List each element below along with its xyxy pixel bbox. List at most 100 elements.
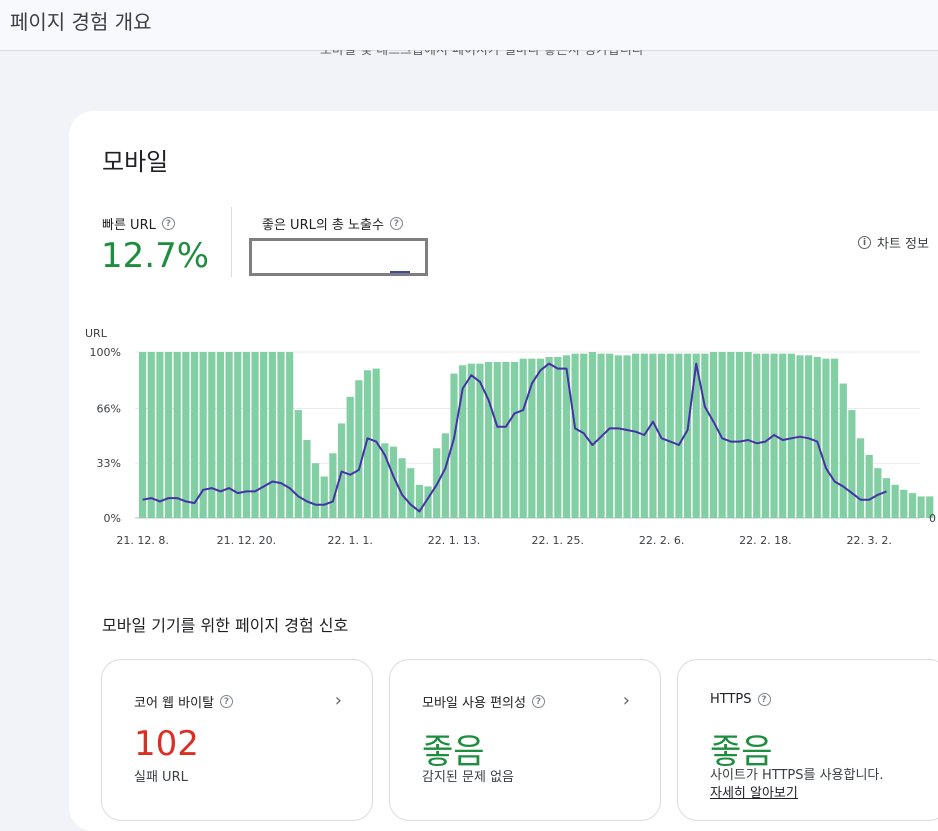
bar[interactable]	[294, 410, 302, 518]
bar[interactable]	[190, 352, 199, 518]
x-tick-label: 22. 1. 1.	[327, 534, 372, 547]
bar[interactable]	[562, 355, 571, 518]
bar[interactable]	[234, 352, 242, 518]
mobile-usability-card[interactable]: 모바일 사용 편의성 ? › 좋음 감지된 문제 없음	[389, 659, 661, 821]
bar[interactable]	[355, 380, 363, 518]
bar[interactable]	[381, 443, 389, 518]
bar[interactable]	[822, 358, 830, 518]
impressions-metric[interactable]: 좋은 URL의 총 노출수 ?	[262, 214, 403, 233]
bar[interactable]	[242, 352, 250, 518]
bar[interactable]	[363, 370, 372, 518]
bar[interactable]	[545, 356, 553, 518]
learn-more-link[interactable]: 자세히 알아보기	[710, 786, 798, 801]
bar[interactable]	[658, 353, 666, 518]
bar[interactable]	[407, 468, 415, 518]
bar[interactable]	[805, 355, 813, 518]
bar[interactable]	[813, 356, 821, 518]
bar[interactable]	[917, 496, 925, 518]
bar[interactable]	[320, 476, 328, 519]
bar[interactable]	[865, 454, 873, 518]
bar[interactable]	[467, 363, 475, 518]
bar[interactable]	[199, 352, 207, 518]
bar[interactable]	[329, 453, 337, 518]
bar[interactable]	[536, 358, 545, 518]
bar[interactable]	[277, 352, 285, 518]
bar[interactable]	[139, 352, 147, 518]
bar[interactable]	[701, 353, 709, 518]
bar[interactable]	[268, 352, 276, 518]
bar[interactable]	[709, 352, 718, 518]
bar[interactable]	[208, 352, 216, 518]
bar[interactable]	[787, 353, 795, 518]
bar[interactable]	[891, 484, 899, 518]
bar[interactable]	[571, 353, 579, 518]
bar[interactable]	[588, 352, 596, 518]
bar[interactable]	[519, 358, 527, 518]
bar[interactable]	[926, 496, 934, 518]
bar[interactable]	[623, 355, 631, 518]
bar[interactable]	[735, 352, 744, 518]
bar[interactable]	[510, 361, 519, 518]
bar[interactable]	[260, 352, 268, 518]
bar[interactable]	[554, 356, 562, 518]
bar[interactable]	[848, 410, 856, 518]
bar[interactable]	[528, 358, 536, 518]
bar[interactable]	[666, 353, 674, 518]
bar[interactable]	[476, 363, 484, 518]
fast-url-metric[interactable]: 빠른 URL ?	[102, 214, 175, 233]
bar[interactable]	[147, 352, 155, 518]
bar[interactable]	[727, 352, 735, 518]
bar[interactable]	[182, 352, 190, 518]
bar[interactable]	[173, 352, 181, 518]
bar[interactable]	[856, 438, 865, 518]
bar[interactable]	[398, 458, 406, 518]
https-card[interactable]: HTTPS ? 좋음 사이트가 HTTPS를 사용합니다. 자세히 알아보기	[677, 659, 938, 821]
bar[interactable]	[683, 353, 692, 518]
bar[interactable]	[493, 361, 501, 518]
help-icon[interactable]: ?	[161, 217, 175, 230]
bar[interactable]	[649, 353, 657, 518]
core-web-vitals-card[interactable]: 코어 웹 바이탈 ? › 102 실패 URL	[101, 659, 373, 821]
chart-info-button[interactable]: i 차트 정보	[858, 233, 929, 252]
bar[interactable]	[415, 484, 423, 518]
bar[interactable]	[389, 446, 398, 518]
bar[interactable]	[632, 353, 640, 518]
help-icon[interactable]: ?	[389, 217, 403, 230]
bar[interactable]	[882, 478, 891, 518]
bar[interactable]	[779, 353, 787, 518]
bar[interactable]	[692, 353, 700, 518]
bar[interactable]	[216, 352, 225, 518]
bar[interactable]	[156, 352, 164, 518]
help-icon[interactable]: ?	[220, 695, 234, 708]
bar[interactable]	[312, 463, 320, 518]
bar[interactable]	[718, 352, 726, 518]
bar[interactable]	[761, 353, 769, 518]
bar[interactable]	[900, 489, 908, 518]
help-icon[interactable]: ?	[757, 693, 771, 706]
bar[interactable]	[753, 353, 761, 518]
help-icon[interactable]: ?	[531, 695, 545, 708]
bar[interactable]	[346, 396, 354, 518]
bar[interactable]	[839, 383, 847, 518]
bar[interactable]	[225, 352, 233, 518]
bar[interactable]	[744, 352, 752, 518]
bar[interactable]	[450, 373, 458, 518]
bar[interactable]	[441, 433, 449, 518]
bar[interactable]	[831, 358, 839, 518]
bar[interactable]	[675, 353, 683, 518]
bar[interactable]	[424, 486, 432, 518]
bar[interactable]	[580, 353, 588, 518]
bar[interactable]	[485, 361, 493, 518]
bar[interactable]	[874, 468, 882, 518]
bar[interactable]	[614, 355, 622, 518]
bar[interactable]	[251, 352, 259, 518]
bar[interactable]	[606, 353, 614, 518]
bar[interactable]	[303, 439, 311, 518]
bar[interactable]	[908, 493, 917, 518]
bar[interactable]	[459, 365, 467, 518]
chevron-right-icon[interactable]: ›	[622, 690, 630, 711]
bar[interactable]	[164, 352, 173, 518]
chevron-right-icon[interactable]: ›	[334, 690, 342, 711]
bar[interactable]	[502, 361, 510, 518]
bar[interactable]	[286, 352, 294, 518]
